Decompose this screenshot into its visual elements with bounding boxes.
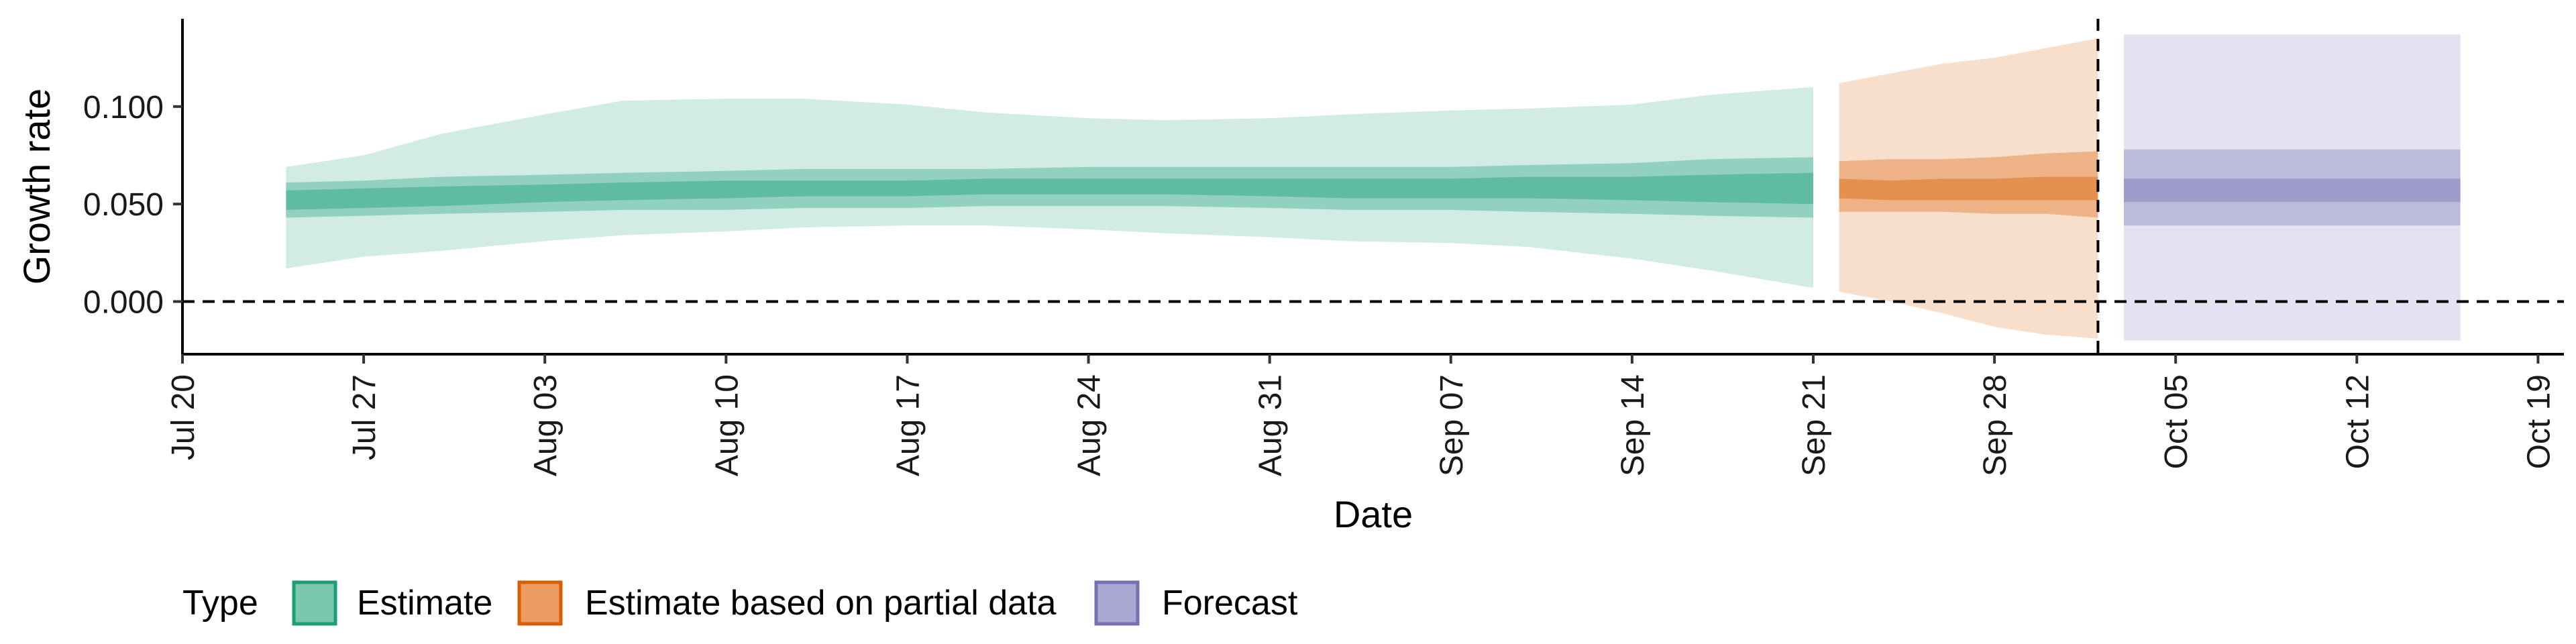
estimate-based-on-partial-data-band-50 (1839, 151, 2098, 218)
estimate-band-20 (286, 172, 1813, 210)
legend-key-partial (517, 580, 563, 626)
x-tick-label: Jul 27 (347, 374, 382, 460)
x-axis-title: Date (1334, 493, 1413, 535)
legend-label-forecast: Forecast (1162, 584, 1298, 623)
band-layer (286, 34, 2461, 341)
y-tick-label: 0.050 (83, 187, 164, 223)
legend: Type Estimate Estimate based on partial … (182, 580, 1298, 626)
estimate-based-on-partial-data-band-20 (1839, 176, 2098, 201)
x-tick-label: Sep 21 (1796, 374, 1832, 476)
y-axis-title: Growth rate (15, 89, 58, 285)
x-tick-label: Aug 24 (1072, 374, 1108, 476)
forecast-band-90 (2124, 34, 2461, 341)
y-tick-label: 0.000 (83, 285, 164, 321)
x-tick-label: Aug 03 (528, 374, 564, 476)
x-tick-label: Aug 10 (709, 374, 745, 476)
legend-key-estimate (292, 580, 337, 626)
estimate-band-90 (286, 87, 1813, 288)
legend-label-partial: Estimate based on partial data (585, 584, 1057, 623)
x-tick-label: Aug 31 (1253, 374, 1289, 476)
estimate-based-on-partial-data-band-90 (1839, 38, 2098, 339)
x-tick-label: Sep 14 (1615, 374, 1651, 476)
forecast-band-20 (2124, 178, 2461, 203)
forecast-band-50 (2124, 149, 2461, 226)
x-tick-label: Oct 19 (2521, 374, 2557, 469)
legend-title: Type (182, 584, 258, 623)
x-tick-label: Jul 20 (166, 374, 201, 460)
x-tick-label: Oct 12 (2340, 374, 2375, 469)
axis-ticks: 0.000 0.050 0.100 Jul 20 Jul 27 Aug 03 Aug 10 A… (83, 90, 2557, 476)
estimate-band-50 (286, 157, 1813, 218)
legend-label-estimate: Estimate (357, 584, 492, 623)
y-tick-label: 0.100 (83, 90, 164, 125)
x-tick-label: Oct 05 (2159, 374, 2194, 469)
x-tick-label: Aug 17 (890, 374, 926, 476)
x-tick-label: Sep 07 (1434, 374, 1470, 476)
legend-key-forecast (1094, 580, 1140, 626)
x-tick-label: Sep 28 (1978, 374, 2013, 476)
